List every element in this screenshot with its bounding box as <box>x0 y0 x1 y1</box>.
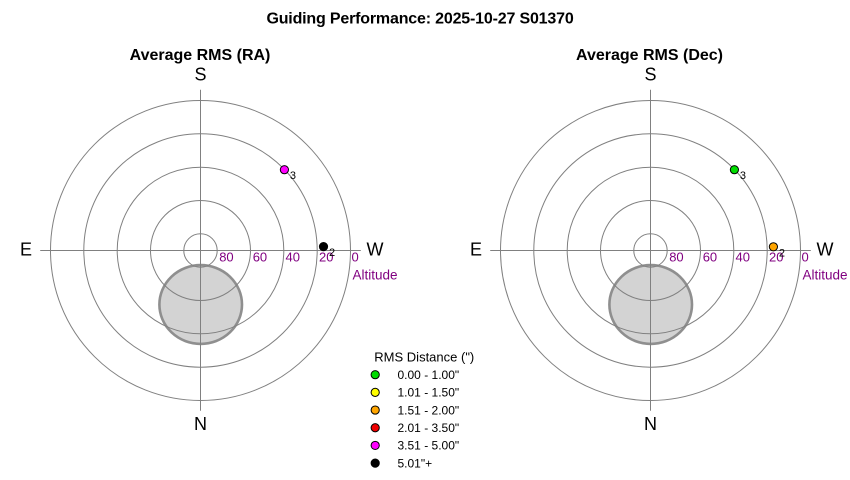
svg-text:60: 60 <box>703 250 717 265</box>
svg-text:E: E <box>20 239 32 259</box>
svg-text:1.51 - 2.00": 1.51 - 2.00" <box>398 403 460 417</box>
svg-text:20: 20 <box>769 250 783 265</box>
svg-text:2: 2 <box>329 247 335 259</box>
svg-text:W: W <box>367 239 384 259</box>
svg-text:S: S <box>644 65 656 85</box>
svg-text:80: 80 <box>669 250 683 265</box>
svg-text:40: 40 <box>736 250 750 265</box>
svg-text:2: 2 <box>779 247 785 259</box>
svg-text:E: E <box>470 239 482 259</box>
svg-text:2.01 - 3.50": 2.01 - 3.50" <box>398 421 460 435</box>
svg-text:RMS Distance ("): RMS Distance (") <box>374 349 474 364</box>
svg-text:20: 20 <box>319 250 333 265</box>
svg-text:0.00 - 1.00": 0.00 - 1.00" <box>398 368 460 382</box>
svg-text:3: 3 <box>290 170 296 182</box>
svg-text:3: 3 <box>740 170 746 182</box>
svg-text:Altitude: Altitude <box>803 268 848 283</box>
svg-text:80: 80 <box>219 250 233 265</box>
svg-text:Altitude: Altitude <box>353 268 398 283</box>
svg-text:60: 60 <box>253 250 267 265</box>
svg-text:Average RMS (RA): Average RMS (RA) <box>130 47 271 64</box>
svg-text:W: W <box>817 239 834 259</box>
svg-text:N: N <box>194 414 207 434</box>
svg-text:0: 0 <box>802 250 809 265</box>
svg-text:40: 40 <box>286 250 300 265</box>
svg-text:S: S <box>194 65 206 85</box>
svg-text:N: N <box>644 414 657 434</box>
svg-text:1.01 - 1.50": 1.01 - 1.50" <box>398 386 460 400</box>
svg-text:Average RMS (Dec): Average RMS (Dec) <box>576 47 723 64</box>
svg-text:5.01"+: 5.01"+ <box>398 456 433 470</box>
svg-text:0: 0 <box>352 250 359 265</box>
svg-text:Guiding Performance: 2025-10-2: Guiding Performance: 2025-10-27 S01370 <box>266 11 573 28</box>
svg-text:3.51 - 5.00": 3.51 - 5.00" <box>398 439 460 453</box>
